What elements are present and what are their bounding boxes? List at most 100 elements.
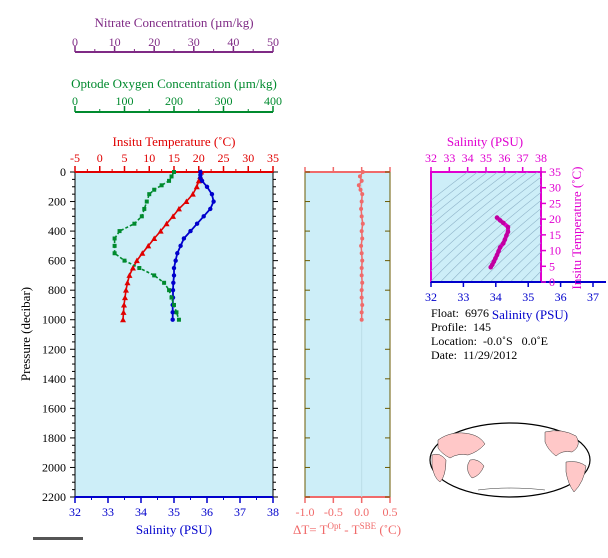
location: Location: -0.0˚S 0.0˚E [431, 334, 548, 348]
temperature-axis-tick-label: 10 [143, 151, 155, 165]
pressure-tick-label: 1800 [42, 431, 66, 445]
ts-series [488, 215, 511, 270]
map-land-asia [437, 432, 486, 459]
delta-t-point [356, 183, 361, 188]
ts-density-contour [519, 260, 541, 282]
oxygen-point [169, 295, 174, 300]
oxygen-point [132, 221, 137, 226]
oxygen-point [167, 288, 172, 293]
salinity-axis-tick-label: 38 [267, 505, 279, 519]
ts-density-contour [469, 216, 541, 282]
ts-density-contour [479, 224, 541, 282]
salinity-axis-tick-label: 32 [69, 505, 81, 519]
oxygen-point [112, 251, 117, 256]
delta-t-point [360, 221, 365, 226]
salinity-axis-tick-label: 37 [234, 505, 246, 519]
ts-top-axis-label: Salinity (PSU) [447, 134, 523, 149]
pressure-tick-label: 2000 [42, 460, 66, 474]
ts-density-contour [431, 172, 519, 244]
delta-t-point [360, 192, 365, 197]
ts-point [493, 256, 498, 261]
delta-t-point [359, 295, 364, 300]
delta-t-point [359, 266, 364, 271]
ts-bottom-tick-label: 35 [522, 290, 534, 304]
delta-t-tick-label: 0.0 [354, 505, 369, 519]
oxygen-point [137, 266, 142, 271]
salinity-point [201, 214, 206, 219]
ts-top-tick-label: 37 [517, 151, 529, 165]
oxygen-axis-tick-label: 200 [165, 94, 183, 108]
oxygen-axis-tick-label: 400 [264, 94, 282, 108]
temperature-profile-line [122, 171, 202, 320]
temperature-axis-tick-label: 30 [242, 151, 254, 165]
ts-right-tick-label: 15 [549, 228, 561, 242]
salinity-point [170, 287, 176, 293]
delta-t-point [358, 187, 363, 192]
temperature-point [120, 316, 127, 323]
map-land-north-america [544, 430, 579, 457]
salinity-axis-tick-label: 33 [102, 505, 114, 519]
oxygen-axis-tick-label: 100 [116, 94, 134, 108]
ts-density-contour [431, 172, 499, 226]
ts-density-contour [431, 172, 529, 253]
ts-point [505, 229, 511, 235]
map-land-africa [431, 453, 447, 483]
oxygen-point [112, 236, 117, 241]
ts-bottom-tick-label: 33 [457, 290, 469, 304]
ts-density-contour [431, 172, 469, 201]
temperature-point [121, 301, 128, 308]
pressure-tick-label: 0 [60, 165, 66, 179]
oxygen-point [112, 243, 117, 248]
oxygen-point [172, 302, 176, 307]
salinity-point [173, 258, 178, 263]
ts-density-contour [499, 242, 541, 282]
delta-t-point [359, 178, 364, 183]
nitrate-axis-tick-label: 30 [188, 35, 200, 49]
salinity-point [211, 199, 216, 204]
ts-right-tick-label: 30 [549, 181, 561, 195]
oxygen-point [167, 178, 172, 183]
ts-bottom-tick-label: 36 [555, 290, 567, 304]
delta-t-tick-label: 0.5 [383, 505, 398, 519]
pressure-tick-label: 1400 [42, 372, 66, 386]
salinity-point [178, 243, 183, 249]
ts-point [502, 237, 508, 242]
oxygen-point [152, 273, 157, 278]
delta-t-point [360, 236, 365, 241]
oxygen-point [176, 317, 181, 322]
ts-point [497, 218, 503, 223]
salinity-axis-tick-label: 35 [168, 505, 180, 519]
salinity-point [181, 236, 187, 241]
map-land-south-america [565, 461, 587, 493]
temperature-point [175, 205, 182, 212]
oxygen-point [147, 192, 152, 197]
footer-tiny-text [33, 537, 83, 540]
delta-t-point [359, 243, 364, 248]
pressure-axis: 0 200 400 600 800 1000 1200 1400 1600 1800 2000 220… [42, 165, 278, 504]
pressure-tick-label: 800 [48, 283, 66, 297]
salinity-axis: 32 33 34 35 36 37 38 [69, 496, 279, 519]
ts-y-axis-label: Insitu Temperature (˚C) [569, 166, 584, 289]
temperature-point [193, 183, 200, 190]
salinity-point [171, 280, 176, 285]
ts-point [494, 215, 500, 220]
oxygen-point [159, 183, 164, 188]
ts-point [497, 245, 503, 250]
oxygen-point [142, 206, 147, 211]
pressure-axis-label: Pressure (decibar) [18, 287, 33, 381]
ts-top-tick-label: 32 [425, 151, 437, 165]
delta-t-tick-label: -0.5 [324, 505, 343, 519]
world-map [429, 422, 591, 498]
oxygen-point [122, 258, 127, 263]
delta-t-point [360, 258, 365, 263]
pressure-tick-label: 200 [48, 195, 66, 209]
nitrate-axis-tick-label: 10 [109, 35, 121, 49]
temperature-point [189, 191, 196, 197]
pressure-tick-label: 2200 [42, 490, 66, 504]
profile-series [112, 169, 216, 323]
ts-density-contour [431, 172, 479, 209]
ts-density-contour [431, 172, 539, 262]
ts-right-tick-label: 35 [549, 165, 561, 179]
ts-point [500, 241, 506, 246]
